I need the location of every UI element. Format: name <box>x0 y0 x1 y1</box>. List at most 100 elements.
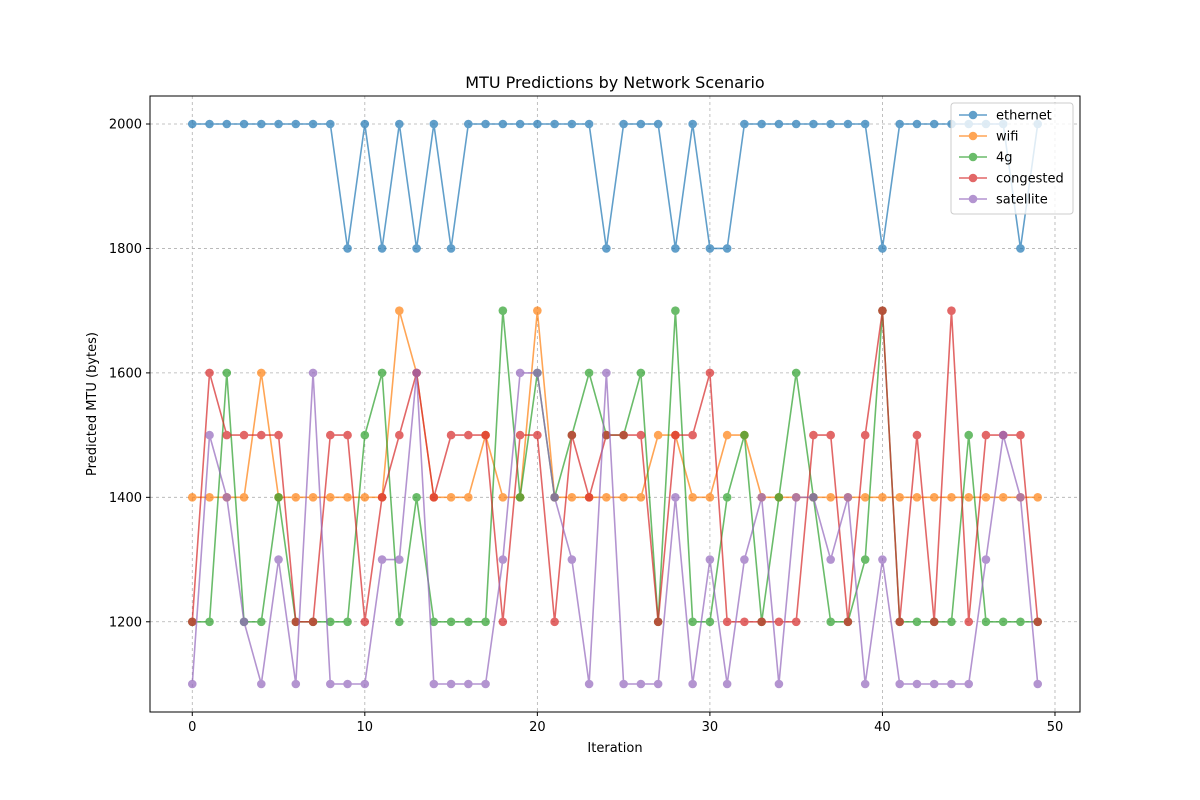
data-point-satellite <box>205 430 214 440</box>
data-point-4g <box>998 617 1008 627</box>
data-point-congested <box>550 617 559 627</box>
data-point-ethernet <box>860 119 870 129</box>
data-point-congested <box>688 430 697 440</box>
data-point-ethernet <box>757 119 766 129</box>
data-point-ethernet <box>533 119 542 129</box>
data-point-wifi <box>705 493 715 502</box>
legend-label: wifi <box>996 130 1018 145</box>
data-point-wifi <box>567 493 577 502</box>
data-point-wifi <box>602 493 611 502</box>
legend-swatch <box>959 131 987 141</box>
data-point-satellite <box>809 493 818 502</box>
data-point-satellite <box>239 617 249 627</box>
y-tick-label: 1400 <box>109 491 142 506</box>
x-tick-label: 0 <box>188 720 196 735</box>
data-point-satellite <box>291 679 301 689</box>
data-point-4g <box>860 555 870 564</box>
data-point-satellite <box>722 679 732 689</box>
data-point-ethernet <box>636 119 646 129</box>
legend-swatch-marker <box>968 152 978 162</box>
data-point-congested <box>205 368 214 378</box>
data-point-congested <box>860 430 870 440</box>
legend-box <box>950 102 1074 215</box>
data-point-satellite <box>360 679 370 689</box>
data-point-4g <box>222 368 232 378</box>
data-point-4g <box>464 617 473 627</box>
y-tick-label: 2000 <box>109 118 142 133</box>
data-point-congested <box>567 430 577 440</box>
data-point-ethernet <box>774 119 784 129</box>
data-point-congested <box>343 430 352 440</box>
data-point-satellite <box>791 493 801 502</box>
data-point-satellite <box>947 679 956 689</box>
data-point-4g <box>446 617 456 627</box>
legend-entry-ethernet: ethernet <box>959 109 1052 124</box>
legend-swatch-marker <box>968 194 978 204</box>
data-point-4g <box>740 430 749 440</box>
data-point-satellite <box>688 679 697 689</box>
data-point-wifi <box>360 493 370 502</box>
data-point-satellite <box>395 555 404 564</box>
data-point-satellite <box>912 679 922 689</box>
data-point-4g <box>981 617 991 627</box>
data-point-ethernet <box>653 119 663 129</box>
data-point-congested <box>377 493 387 502</box>
y-tick-label: 1200 <box>109 615 142 630</box>
data-point-satellite <box>653 679 663 689</box>
data-point-wifi <box>326 493 335 502</box>
data-point-satellite <box>498 555 508 564</box>
data-point-congested <box>274 430 283 440</box>
legend-label: satellite <box>996 193 1048 208</box>
data-point-satellite <box>602 368 611 378</box>
data-point-ethernet <box>843 119 853 129</box>
data-point-wifi <box>860 493 870 502</box>
data-point-satellite <box>843 493 853 502</box>
data-point-congested <box>653 617 663 627</box>
data-point-wifi <box>446 493 456 502</box>
data-point-4g <box>343 617 352 627</box>
data-point-congested <box>671 430 680 440</box>
legend-label: ethernet <box>996 109 1052 124</box>
series-layer <box>187 119 1043 689</box>
data-point-congested <box>826 430 835 440</box>
data-point-ethernet <box>929 119 939 129</box>
data-point-4g <box>964 430 974 440</box>
data-point-congested <box>1033 617 1043 627</box>
data-point-wifi <box>343 493 352 502</box>
legend-swatch-marker <box>968 131 978 141</box>
data-point-ethernet <box>274 119 283 129</box>
data-point-wifi <box>998 493 1008 502</box>
data-point-satellite <box>774 679 784 689</box>
data-point-satellite <box>1016 493 1025 502</box>
data-point-4g <box>412 493 421 502</box>
data-point-wifi <box>533 306 542 315</box>
legend-label: congested <box>996 172 1064 187</box>
data-point-satellite <box>446 679 456 689</box>
data-point-ethernet <box>239 119 249 129</box>
data-point-4g <box>688 617 697 627</box>
data-point-congested <box>464 430 473 440</box>
data-point-satellite <box>343 679 352 689</box>
data-point-4g <box>774 493 784 502</box>
legend-swatch <box>959 173 987 183</box>
x-tick-label: 50 <box>1047 720 1064 735</box>
data-point-satellite <box>377 555 387 564</box>
data-point-ethernet <box>291 119 301 129</box>
data-point-4g <box>722 493 732 502</box>
data-point-wifi <box>256 368 266 378</box>
x-tick-label: 10 <box>357 720 374 735</box>
data-point-4g <box>326 617 335 627</box>
data-point-congested <box>360 617 370 627</box>
x-tick-label: 20 <box>529 720 546 735</box>
data-point-wifi <box>653 430 663 440</box>
data-point-satellite <box>964 679 974 689</box>
data-point-congested <box>222 430 232 440</box>
data-point-ethernet <box>722 244 732 253</box>
data-point-4g <box>791 368 801 378</box>
data-point-ethernet <box>671 244 680 253</box>
data-point-ethernet <box>326 119 335 129</box>
data-point-congested <box>584 493 594 502</box>
data-point-wifi <box>1033 493 1043 502</box>
data-point-ethernet <box>567 119 577 129</box>
data-point-congested <box>843 617 853 627</box>
